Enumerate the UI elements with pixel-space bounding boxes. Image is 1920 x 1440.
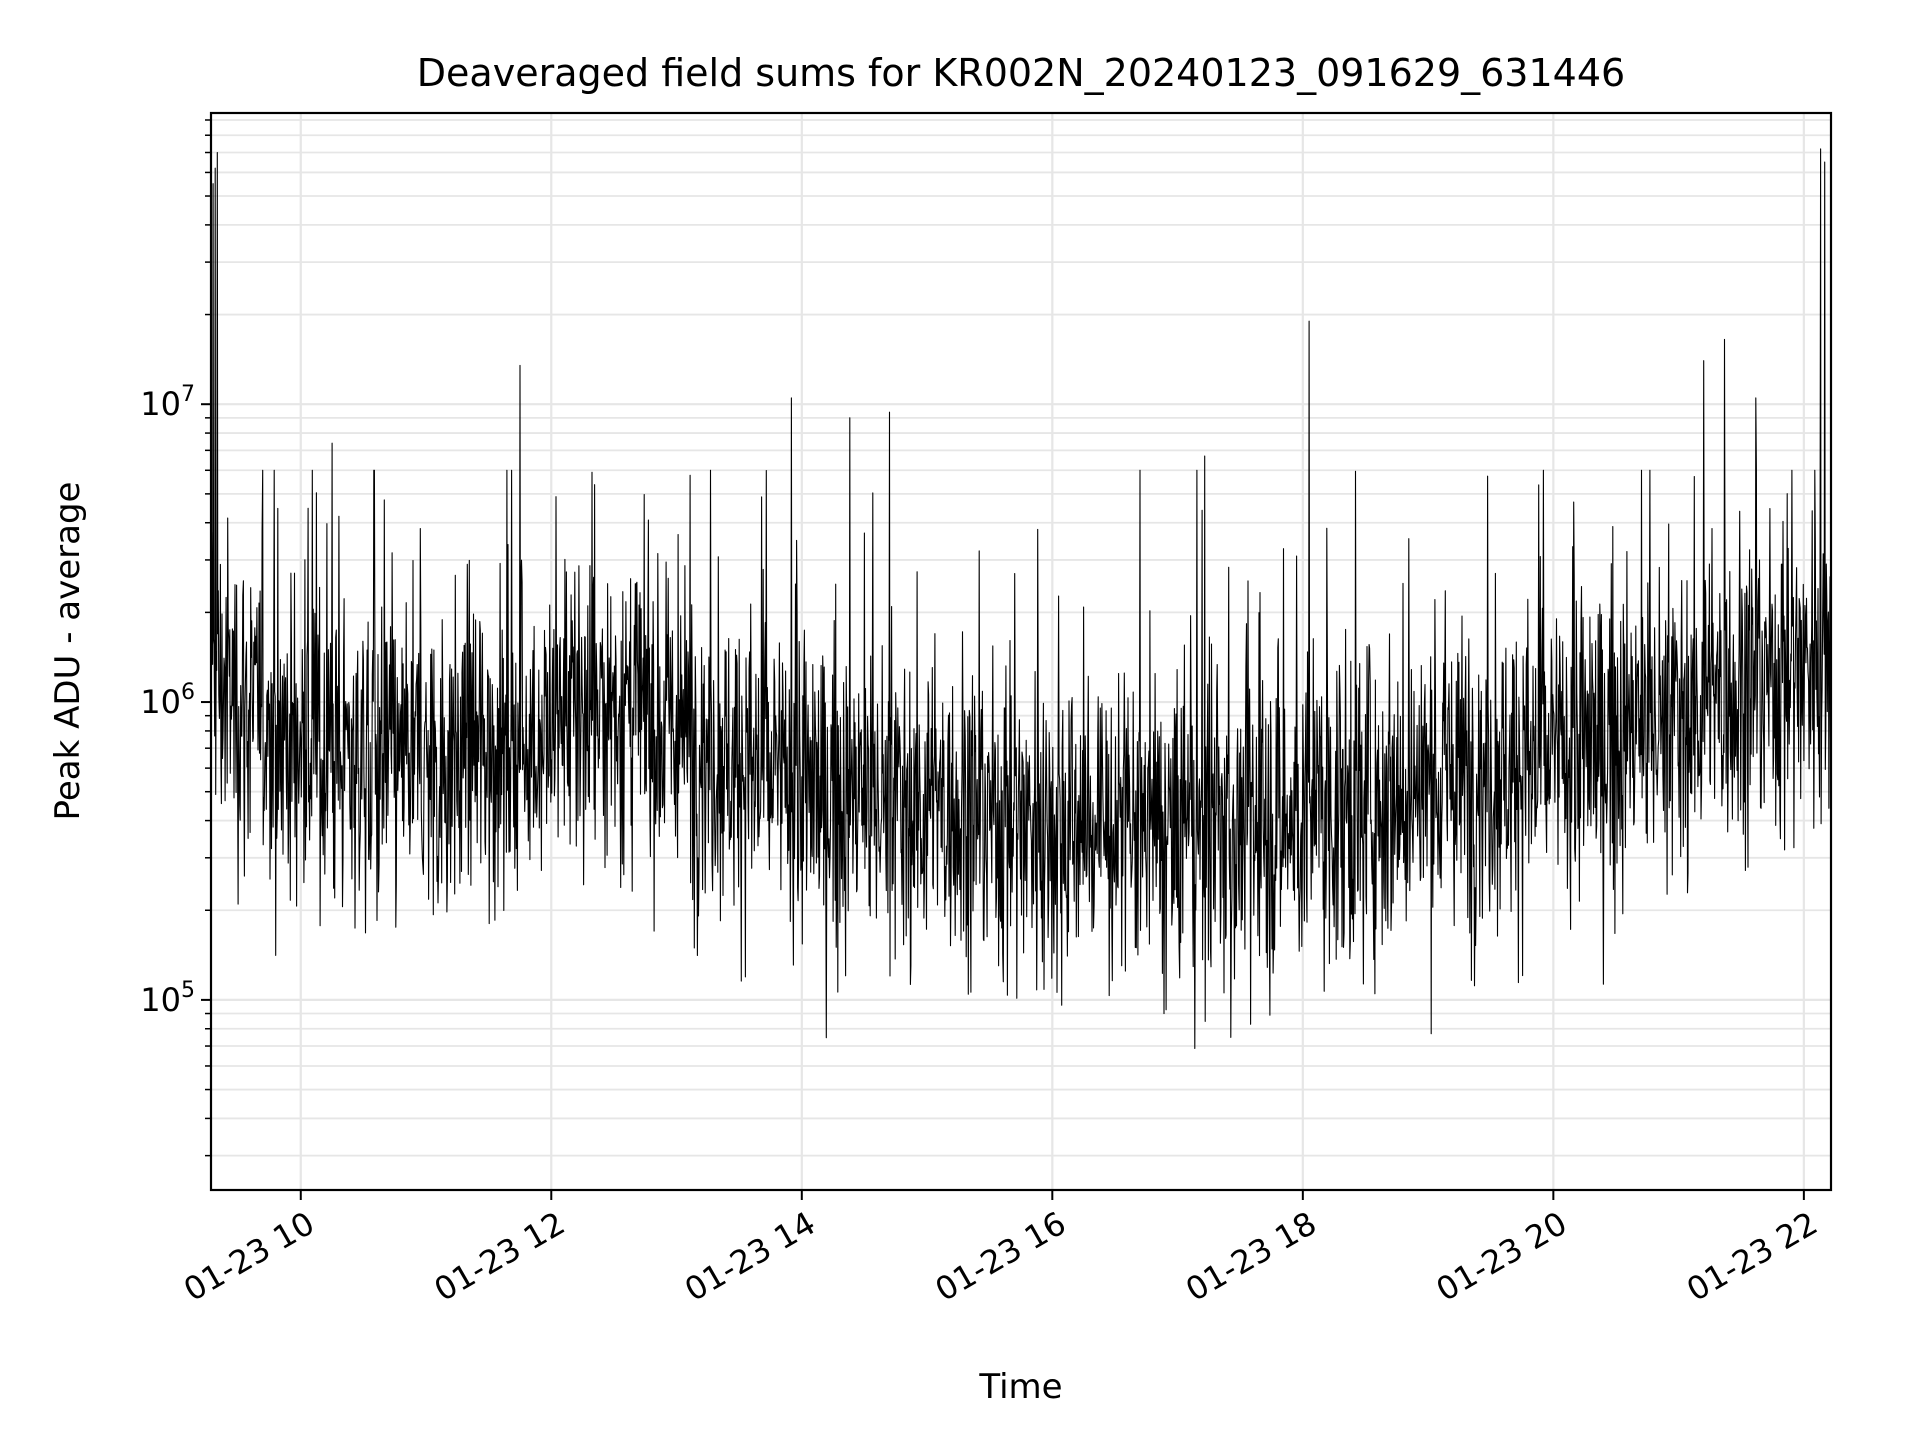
y-tick-label: 106 — [140, 680, 195, 721]
y-axis-label: Peak ADU - average — [48, 482, 88, 821]
y-tick-label: 107 — [140, 382, 195, 423]
plot-frame — [209, 111, 1833, 1192]
series-layer — [210, 148, 1832, 1050]
y-tick-label: 105 — [140, 978, 195, 1019]
chart-title: Deaveraged field sums for KR002N_2024012… — [417, 51, 1625, 95]
series-line — [210, 148, 1832, 1050]
x-axis-label: Time — [978, 1367, 1062, 1407]
